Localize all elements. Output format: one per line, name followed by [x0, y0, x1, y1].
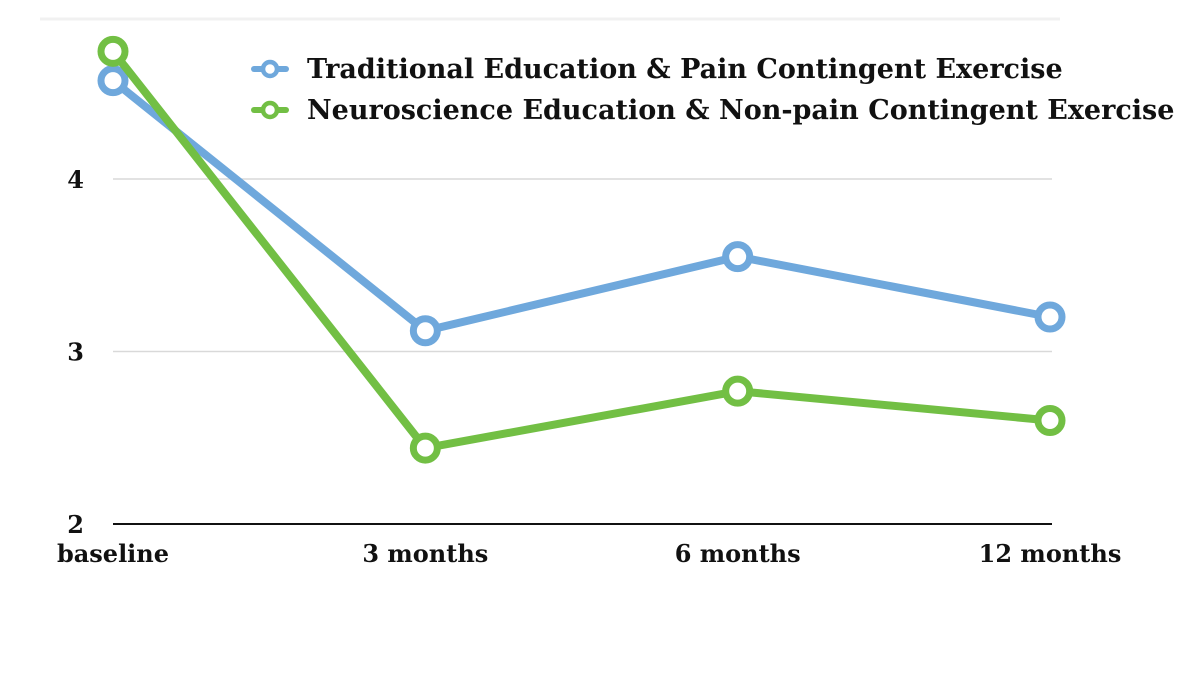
legend-marker — [260, 59, 280, 79]
series-line — [109, 76, 1054, 335]
y-tick-label: 4 — [67, 165, 84, 194]
legend-item-2: Neuroscience Education & Non-pain Contin… — [251, 95, 1174, 126]
data-point — [1034, 405, 1066, 436]
data-point — [409, 315, 441, 347]
data-point — [409, 432, 441, 464]
y-tick-label: 2 — [67, 510, 84, 539]
legend-label: Traditional Education & Pain Contingent … — [307, 54, 1063, 85]
data-point — [722, 375, 754, 407]
x-tick-label: 3 months — [362, 539, 488, 568]
legend-label: Neuroscience Education & Non-pain Contin… — [307, 95, 1174, 126]
grid-lines — [113, 178, 1052, 353]
series-2 — [97, 35, 1066, 464]
series-group — [97, 35, 1066, 464]
data-point — [97, 65, 129, 97]
y-tick-label: 3 — [67, 338, 84, 367]
data-point — [1034, 301, 1066, 333]
x-tick-label: 6 months — [675, 539, 801, 568]
data-point — [97, 35, 129, 67]
data-point — [722, 241, 754, 273]
series-1 — [97, 65, 1066, 347]
x-tick-labels: baseline 3 months 6 months 12 months — [57, 539, 1121, 568]
series-line — [109, 47, 1054, 453]
legend-marker — [260, 100, 280, 120]
x-tick-label: baseline — [57, 539, 169, 568]
legend-item-1: Traditional Education & Pain Contingent … — [251, 54, 1063, 85]
y-tick-labels: 2 3 4 — [67, 165, 84, 539]
x-tick-label: 12 months — [979, 539, 1122, 568]
legend: Traditional Education & Pain Contingent … — [251, 54, 1174, 126]
